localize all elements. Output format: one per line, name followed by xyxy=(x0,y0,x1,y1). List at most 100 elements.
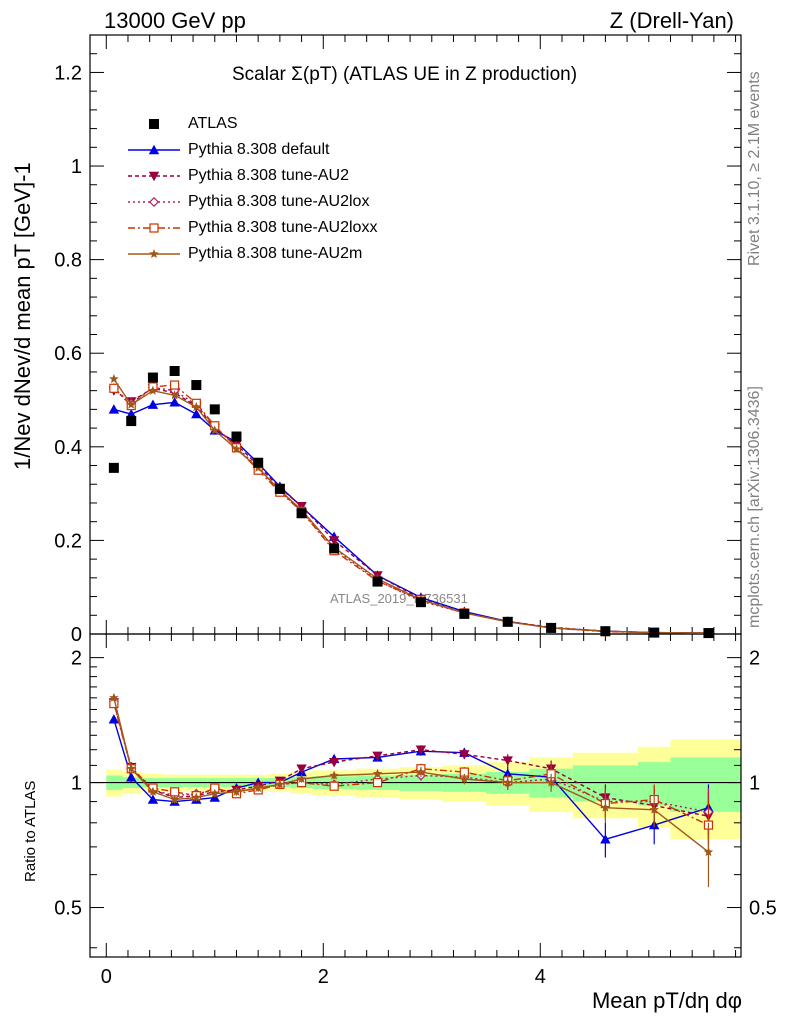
upper-point-atlas xyxy=(502,616,513,627)
legend-marker-atlas xyxy=(149,119,159,129)
legend-label-au2m: Pythia 8.308 tune-AU2m xyxy=(188,245,363,262)
ratio-point-default xyxy=(108,714,120,724)
upper-y-tick-label-5: 1 xyxy=(71,156,82,178)
ratio-point-au2 xyxy=(415,745,427,755)
ratio-point-au2m xyxy=(649,804,659,814)
upper-point-atlas xyxy=(296,508,307,519)
ratio-point-au2loxx xyxy=(372,777,383,788)
upper-point-atlas xyxy=(169,366,180,377)
legend-label-au2loxx: Pythia 8.308 tune-AU2loxx xyxy=(188,219,378,236)
upper-point-atlas xyxy=(274,483,285,494)
upper-point-au2loxx xyxy=(170,380,180,390)
ratio-point-au2m xyxy=(372,768,383,778)
legend-marker-default xyxy=(148,144,160,155)
upper-point-au2m xyxy=(148,385,158,395)
header-left-label: 13000 GeV pp xyxy=(104,8,246,33)
ratio-point-au2loxx xyxy=(329,781,339,791)
x-tick-label-2: 4 xyxy=(535,966,546,988)
upper-point-au2m xyxy=(126,399,136,409)
ratio-point-au2m xyxy=(126,763,136,773)
upper-point-atlas xyxy=(147,372,158,383)
upper-y-tick-label-1: 0.2 xyxy=(54,530,82,552)
ratio-point-au2m xyxy=(148,786,158,796)
upper-point-default xyxy=(169,397,180,407)
lower-y-tick-label-right-1: 1 xyxy=(749,773,760,795)
ratio-point-au2 xyxy=(372,751,383,762)
upper-y-tick-label-3: 0.6 xyxy=(54,343,82,365)
upper-point-atlas xyxy=(209,404,220,415)
ratio-point-au2m xyxy=(191,792,202,802)
ratio-point-au2 xyxy=(459,750,470,760)
legend-label-au2lox: Pythia 8.308 tune-AU2lox xyxy=(188,193,370,210)
upper-plot-frame xyxy=(89,34,742,635)
upper-y-tick-label-6: 1.2 xyxy=(54,62,82,84)
ratio-point-default xyxy=(126,772,137,782)
ratio-point-au2m xyxy=(329,770,339,780)
legend-marker-au2 xyxy=(148,171,160,182)
upper-series-line-default xyxy=(113,401,709,634)
header-right-label: Z (Drell-Yan) xyxy=(609,8,734,33)
upper-point-au2m xyxy=(210,425,220,435)
upper-point-au2 xyxy=(328,536,340,546)
ratio-point-au2m xyxy=(703,847,714,857)
ratio-point-au2m xyxy=(210,788,220,798)
upper-y-tick-label-2: 0.4 xyxy=(54,437,82,459)
upper-point-atlas xyxy=(546,622,557,633)
upper-point-au2m xyxy=(169,390,180,400)
upper-point-au2m xyxy=(231,444,242,454)
upper-point-atlas xyxy=(372,576,383,587)
upper-point-default xyxy=(191,408,202,419)
ratio-point-au2m xyxy=(546,777,556,787)
upper-point-au2m xyxy=(109,374,119,383)
upper-series-line-au2m xyxy=(113,378,709,634)
ratio-point-au2m xyxy=(253,783,263,793)
ratio-point-au2m xyxy=(416,767,426,777)
upper-point-au2m xyxy=(191,402,202,412)
x-tick-label-1: 2 xyxy=(318,966,329,988)
ratio-point-au2m xyxy=(296,774,307,783)
upper-point-atlas xyxy=(329,543,340,554)
ratio-point-au2loxx xyxy=(170,787,180,797)
ratio-point-au2m xyxy=(600,802,611,812)
upper-point-atlas xyxy=(649,627,660,638)
lower-y-tick-label-left-0: 0.5 xyxy=(54,898,82,920)
ratio-point-default xyxy=(600,834,611,844)
ratio-point-au2m xyxy=(275,779,285,789)
legend-marker-au2loxx xyxy=(149,223,159,233)
ratio-point-default xyxy=(502,768,513,778)
ratio-point-au2 xyxy=(296,764,307,774)
legend-marker-au2m xyxy=(149,249,159,258)
ratio-point-au2 xyxy=(328,757,340,768)
upper-point-atlas xyxy=(459,608,470,619)
x-axis-label: Mean pT/dη dφ xyxy=(591,988,742,1013)
plot-title: Scalar Σ(pT) (ATLAS UE in Z production) xyxy=(232,64,578,85)
lower-y-tick-label-right-0: 0.5 xyxy=(749,898,777,920)
lower-y-tick-label-left-1: 1 xyxy=(71,773,82,795)
lower-y-tick-label-right-2: 2 xyxy=(749,648,760,670)
legend-label-au2: Pythia 8.308 tune-AU2 xyxy=(188,167,349,184)
upper-point-atlas xyxy=(600,626,611,637)
ratio-point-au2 xyxy=(502,756,513,766)
ratio-point-au2m xyxy=(109,692,119,702)
ratio-point-au2m xyxy=(459,774,470,783)
ratio-point-au2m xyxy=(231,786,242,796)
legend-marker-au2lox xyxy=(148,196,160,208)
lower-y-tick-label-left-2: 2 xyxy=(71,648,82,670)
upper-point-atlas xyxy=(231,431,242,442)
upper-y-tick-label-0: 0 xyxy=(71,624,82,646)
legend-label-atlas: ATLAS xyxy=(188,115,238,132)
upper-point-atlas xyxy=(253,457,264,468)
ratio-point-au2m xyxy=(169,794,180,804)
upper-y-tick-label-4: 0.8 xyxy=(54,250,82,272)
upper-point-atlas xyxy=(126,416,137,427)
x-tick-label-0: 0 xyxy=(101,966,112,988)
upper-point-atlas xyxy=(415,597,426,608)
lower-plot-frame xyxy=(89,633,742,958)
upper-point-atlas xyxy=(191,380,202,391)
upper-point-au2loxx xyxy=(109,383,119,393)
upper-point-default xyxy=(147,399,159,409)
ratio-point-au2m xyxy=(503,777,513,787)
upper-series-line-au2loxx xyxy=(113,384,709,634)
upper-point-default xyxy=(108,404,120,414)
